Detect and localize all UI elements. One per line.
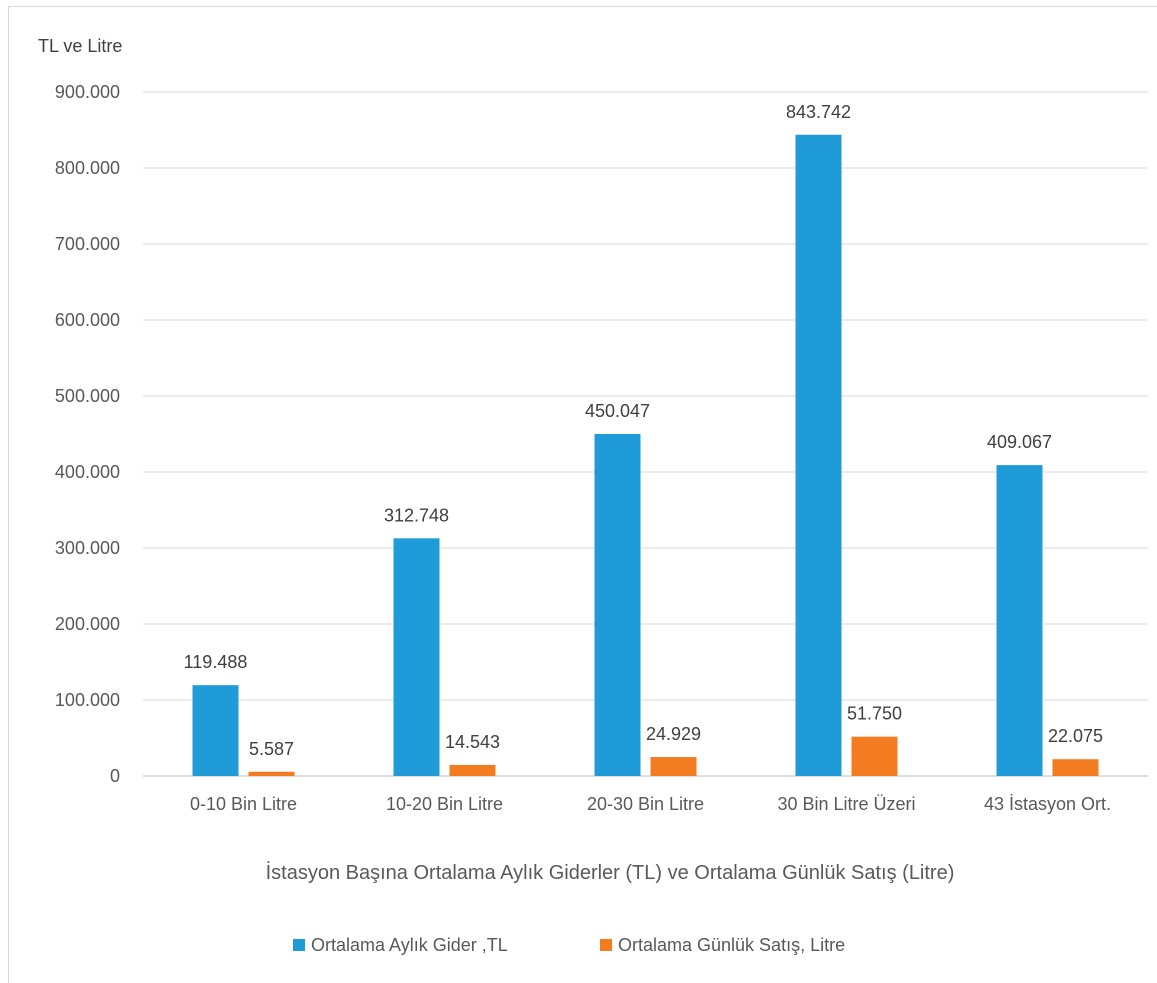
bar-gider [795, 134, 842, 776]
legend-swatch [600, 939, 612, 951]
bar-satis [851, 736, 898, 776]
data-label: 5.587 [249, 739, 294, 759]
data-label: 312.748 [384, 505, 449, 525]
y-tick-label: 900.000 [55, 82, 120, 102]
bar-gider [192, 685, 239, 776]
data-labels: 119.488 5.587 312.748 14.543 450.047 24.929 84… [184, 102, 1103, 759]
chart-frame [8, 6, 1157, 983]
bar-gider [996, 465, 1043, 776]
y-tick-label: 500.000 [55, 386, 120, 406]
y-tick-label: 800.000 [55, 158, 120, 178]
x-tick-label: 0-10 Bin Litre [190, 794, 297, 814]
legend-swatch [293, 939, 305, 951]
data-label: 14.543 [445, 732, 500, 752]
bar-gider [393, 538, 440, 776]
data-label: 119.488 [184, 652, 248, 672]
y-axis-label: TL ve Litre [38, 36, 122, 56]
bar-satis [1052, 759, 1099, 776]
x-tick-label: 20-30 Bin Litre [587, 794, 704, 814]
y-tick-label: 700.000 [55, 234, 120, 254]
x-tick-labels: 0-10 Bin Litre 10-20 Bin Litre 20-30 Bin L… [190, 794, 1111, 814]
legend-label: Ortalama Günlük Satış, Litre [618, 935, 845, 955]
data-label: 843.742 [786, 102, 851, 122]
legend-label: Ortalama Aylık Gider ,TL [311, 935, 508, 955]
y-tick-label: 600.000 [55, 310, 120, 330]
bars [192, 134, 1099, 776]
x-tick-label: 30 Bin Litre Üzeri [777, 794, 915, 814]
legend: Ortalama Aylık Gider ,TL Ortalama Günlük … [293, 935, 845, 955]
x-axis-title: İstasyon Başına Ortalama Aylık Giderler … [266, 861, 955, 884]
x-tick-label: 43 İstasyon Ort. [984, 794, 1111, 814]
gridlines [143, 91, 1148, 777]
bar-satis [449, 764, 496, 776]
x-tick-label: 10-20 Bin Litre [386, 794, 503, 814]
data-label: 51.750 [847, 704, 902, 724]
bar-gider [594, 433, 641, 776]
data-label: 409.067 [987, 432, 1052, 452]
y-tick-label: 100.000 [55, 690, 120, 710]
data-label: 24.929 [646, 724, 701, 744]
data-label: 22.075 [1048, 726, 1103, 746]
y-tick-label: 400.000 [55, 462, 120, 482]
y-tick-label: 300.000 [55, 538, 120, 558]
data-label: 450.047 [585, 401, 650, 421]
bar-satis [248, 771, 295, 776]
y-tick-label: 0 [110, 766, 120, 786]
y-tick-labels: 0 100.000 200.000 300.000 400.000 500.000 600.… [55, 82, 120, 786]
y-tick-label: 200.000 [55, 614, 120, 634]
bar-satis [650, 757, 697, 776]
